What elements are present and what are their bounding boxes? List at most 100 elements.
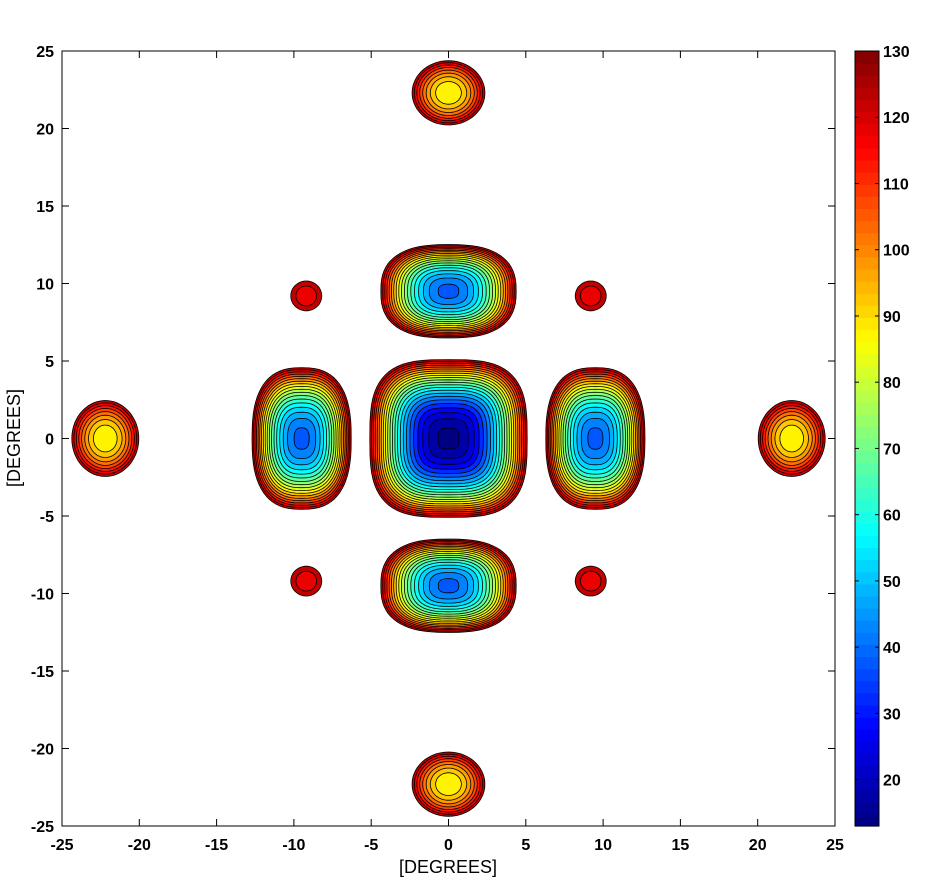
x-tick-label: 25: [826, 837, 844, 854]
x-axis-ticks: -25 -20 -15 -10 -5 0 5 10 15 20 25: [50, 51, 844, 854]
colorbar-step: [855, 438, 879, 452]
colorbar-step: [855, 305, 879, 319]
colorbar-tick-label: 60: [883, 508, 901, 525]
contour-level: [435, 81, 462, 105]
x-tick-label: -10: [282, 837, 305, 854]
colorbar-step: [855, 87, 879, 101]
contour-fills: [71, 60, 826, 817]
y-tick-label: -5: [40, 509, 54, 526]
colorbar-step: [855, 268, 879, 282]
contour-region-sidelobe-bottom: [380, 538, 517, 633]
contour-level: [295, 285, 317, 307]
contour-level: [435, 772, 462, 796]
x-axis-label: [DEGREES]: [399, 857, 497, 877]
colorbar-tick-label: 70: [883, 441, 901, 458]
colorbar-step: [855, 474, 879, 488]
colorbar-step: [855, 692, 879, 706]
colorbar-step: [855, 329, 879, 343]
x-tick-label: 0: [444, 837, 453, 854]
x-tick-label: -5: [364, 837, 378, 854]
x-tick-label: 10: [594, 837, 612, 854]
colorbar-step: [855, 99, 879, 113]
contour-level: [437, 427, 460, 450]
y-tick-label: -20: [31, 742, 54, 759]
colorbar-step: [855, 741, 879, 754]
colorbar-step: [855, 644, 879, 658]
colorbar-tick-label: 80: [883, 375, 901, 392]
colorbar-step: [855, 365, 879, 379]
colorbar-step: [855, 293, 879, 306]
colorbar-tick-label: 20: [883, 773, 901, 790]
colorbar-step: [855, 523, 879, 536]
contour-level: [293, 427, 310, 450]
y-axis-label: [DEGREES]: [4, 389, 24, 487]
colorbar-step: [855, 377, 879, 391]
colorbar-step: [855, 111, 879, 125]
x-tick-label: 20: [749, 837, 767, 854]
y-tick-label: -15: [31, 664, 54, 681]
contour-level: [92, 424, 118, 453]
y-tick-label: 20: [36, 122, 54, 139]
colorbar-step: [855, 486, 879, 500]
colorbar-step: [855, 717, 879, 730]
y-tick-label: 0: [45, 432, 54, 449]
colorbar-step: [855, 220, 879, 234]
colorbar-step: [855, 499, 879, 512]
colorbar-step: [855, 608, 879, 621]
colorbar-step: [855, 595, 879, 609]
colorbar-step: [855, 801, 879, 815]
y-tick-label: -25: [31, 819, 54, 836]
contour-region-sidelobe-right: [545, 367, 646, 510]
colorbar-step: [855, 184, 879, 197]
colorbar-frame: [854, 50, 880, 827]
colorbar-step: [855, 668, 879, 682]
x-tick-label: -25: [50, 837, 73, 854]
colorbar-step: [855, 414, 879, 427]
colorbar-step: [855, 680, 879, 694]
contour-level: [437, 578, 460, 594]
colorbar-step: [855, 462, 879, 476]
colorbar-ticks: 130 120 110 100 90 80 70 60 50 40 30 20: [855, 44, 910, 790]
colorbar-step: [855, 656, 879, 670]
colorbar-step: [855, 704, 879, 718]
contour-level: [779, 424, 805, 453]
contour-region-sidelobe-top: [380, 244, 517, 339]
colorbar-step: [855, 232, 879, 246]
y-tick-label: 5: [45, 354, 54, 371]
x-tick-label: 5: [521, 837, 530, 854]
colorbar-step: [855, 147, 879, 161]
colorbar-tick-label: 120: [883, 110, 910, 127]
colorbar-step: [855, 620, 879, 633]
contour-region-grating-bottom: [411, 751, 486, 817]
colorbar-tick-label: 110: [883, 176, 909, 193]
y-tick-label: 15: [36, 199, 54, 216]
colorbar-step: [855, 51, 879, 64]
x-tick-label: -20: [128, 837, 151, 854]
contour-region-sidelobe-left: [251, 367, 352, 510]
colorbar-tick-label: 30: [883, 706, 901, 723]
colorbar-tick-label: 130: [883, 44, 910, 61]
colorbar-tick-label: 50: [883, 574, 901, 591]
colorbar-step: [855, 208, 879, 222]
colorbar-step: [855, 402, 879, 415]
colorbar-step: [855, 450, 879, 464]
colorbar-step: [855, 813, 879, 827]
colorbar-step: [855, 789, 879, 803]
colorbar-step: [855, 583, 879, 597]
colorbar: 130 120 110 100 90 80 70 60 50 40 30 20: [854, 44, 910, 827]
contour-level: [295, 570, 317, 592]
contour-region-grating-right: [757, 400, 826, 477]
colorbar-step: [855, 63, 879, 76]
colorbar-step: [855, 196, 879, 210]
contour-region-diag-ne: [574, 280, 607, 312]
contour-level: [580, 570, 602, 592]
y-tick-label: 10: [36, 277, 54, 294]
y-tick-label: -10: [31, 587, 54, 604]
colorbar-step: [855, 256, 879, 270]
contour-region-diag-sw: [290, 565, 323, 597]
colorbar-step: [855, 172, 879, 185]
colorbar-step: [855, 559, 879, 573]
colorbar-step: [855, 765, 879, 779]
colorbar-step: [855, 244, 879, 258]
colorbar-step: [855, 777, 879, 791]
